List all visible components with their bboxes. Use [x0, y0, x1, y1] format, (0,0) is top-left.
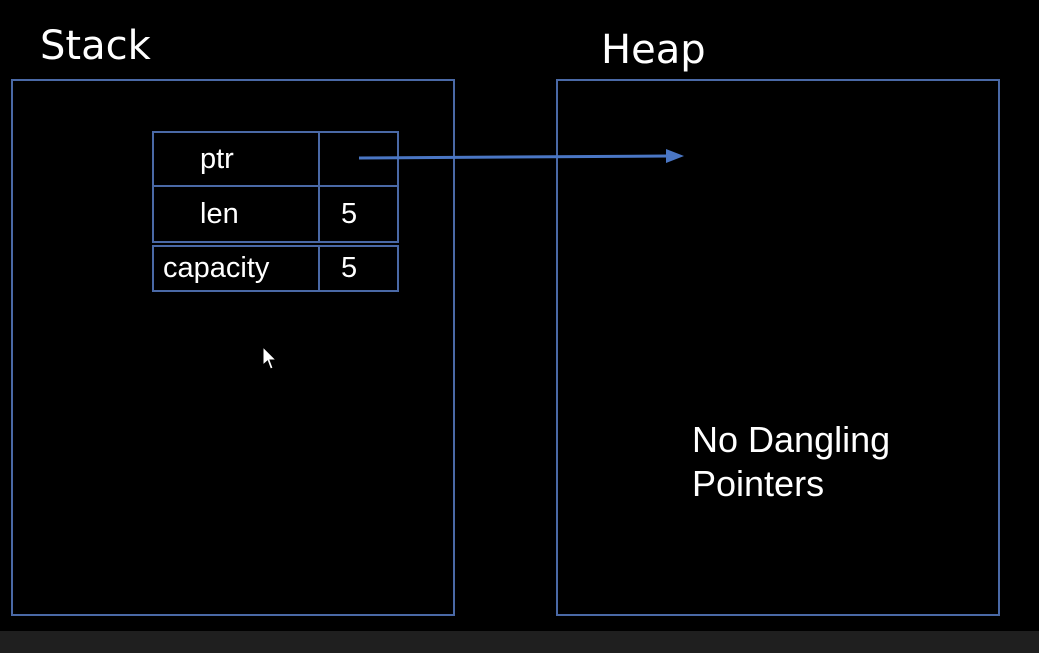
heap-title: Heap	[601, 27, 706, 73]
heap-note: No Dangling Pointers	[692, 418, 890, 506]
capacity-value-cell: 5	[318, 245, 399, 292]
mouse-pointer-icon	[262, 346, 278, 370]
stack-region	[11, 79, 455, 616]
len-value-cell: 5	[318, 185, 399, 243]
stack-title: Stack	[40, 23, 151, 69]
bottom-bar	[0, 631, 1039, 653]
heap-note-line-1: No Dangling	[692, 419, 891, 460]
heap-region	[556, 79, 1000, 616]
capacity-label-cell: capacity	[152, 245, 320, 292]
heap-note-line-2: Pointers	[692, 463, 825, 504]
arrow-head	[666, 149, 684, 163]
arrow-shaft	[358, 154, 669, 160]
